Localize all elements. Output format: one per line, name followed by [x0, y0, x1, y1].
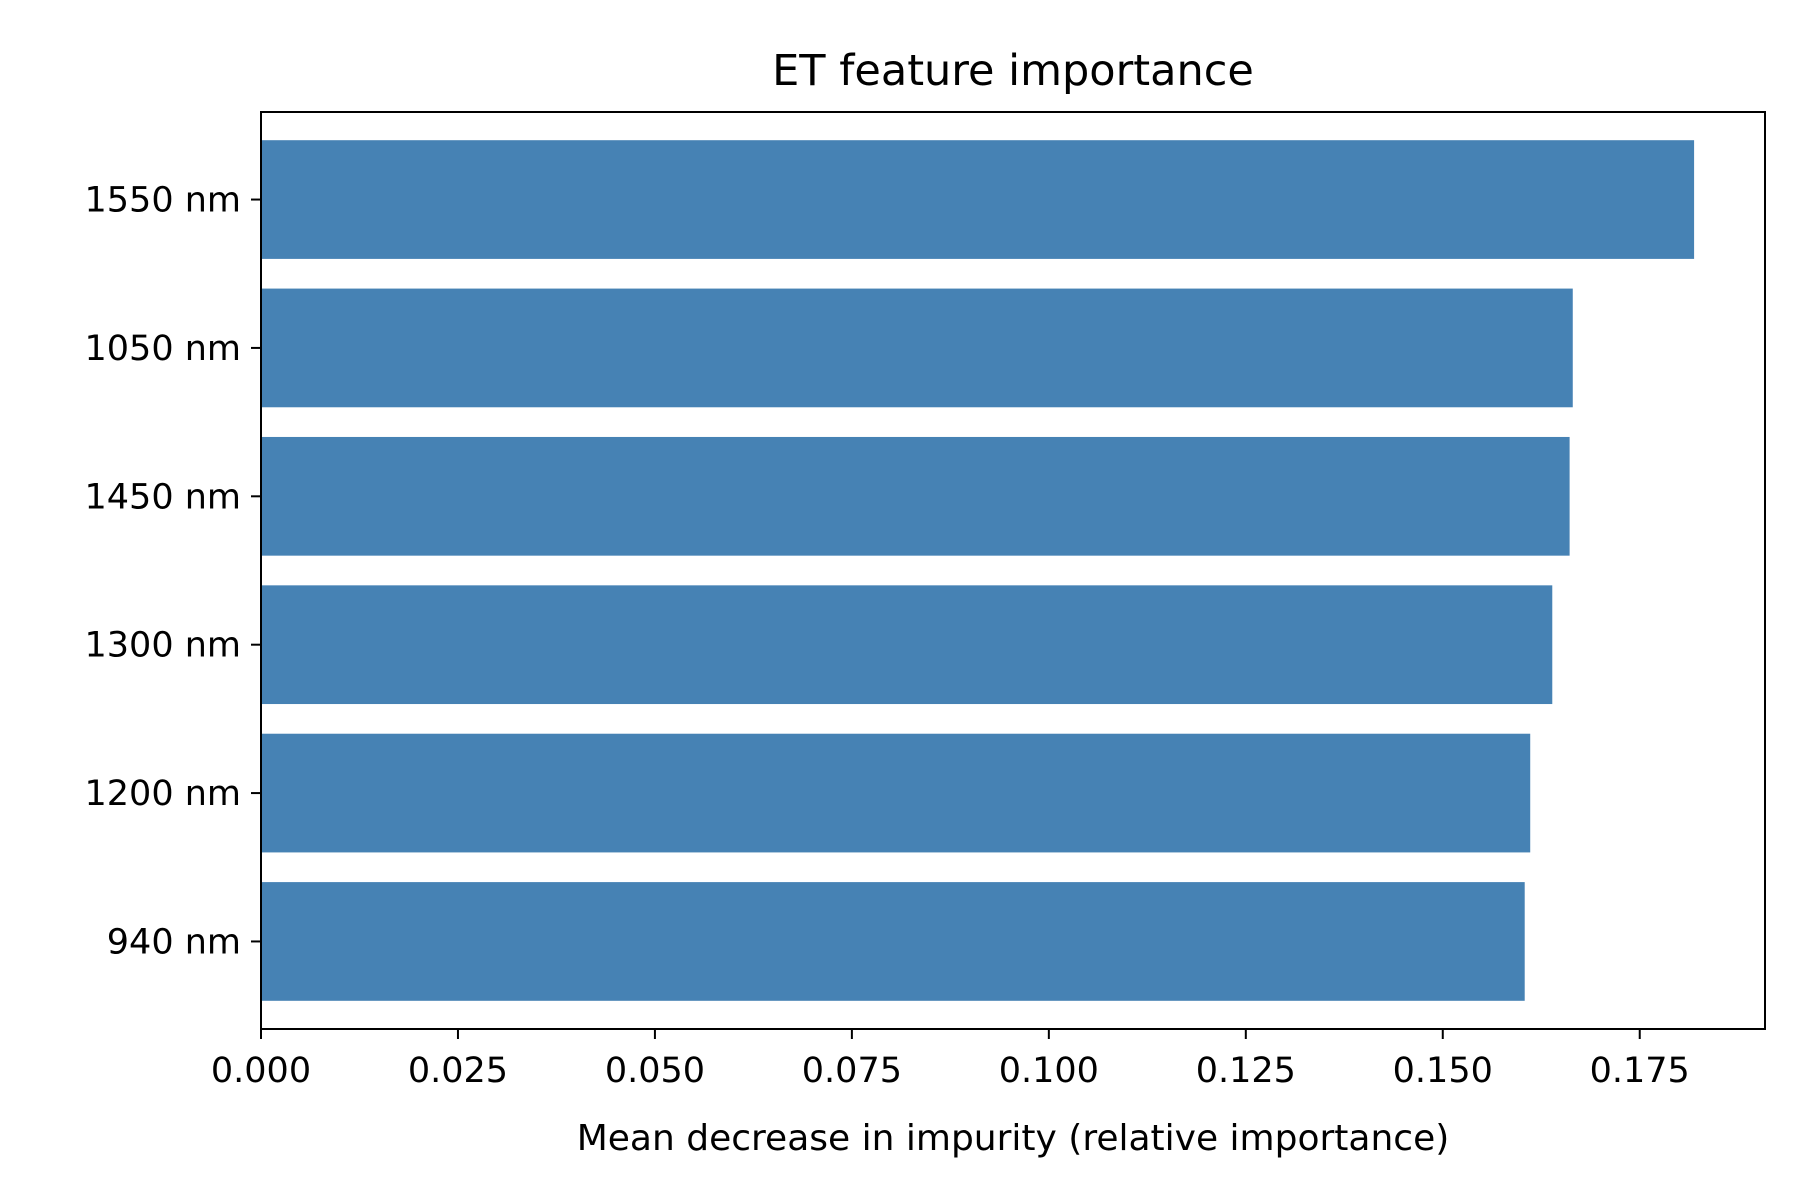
bar-1200-nm — [261, 733, 1531, 853]
plot-frame — [260, 111, 1766, 1030]
x-tick-label-7: 0.175 — [1590, 1051, 1690, 1091]
bar-1050-nm — [261, 288, 1573, 408]
bars-group — [261, 140, 1695, 1001]
x-tick-label-3: 0.075 — [802, 1051, 902, 1091]
y-tick-label-940-nm: 940 nm — [107, 922, 241, 962]
y-axis: 940 nm 1200 nm 1300 nm 1450 nm 1050 nm 1550 n… — [85, 181, 261, 962]
x-tick-label-0: 0.000 — [211, 1051, 311, 1091]
bar-1550-nm — [261, 140, 1695, 259]
x-tick-label-6: 0.150 — [1393, 1051, 1493, 1091]
x-axis: 0.000 0.025 0.050 0.075 0.100 0.125 0.150 0.175 — [211, 1029, 1690, 1091]
y-tick-label-1450-nm: 1450 nm — [85, 477, 241, 517]
y-tick-label-1200-nm: 1200 nm — [85, 774, 241, 814]
y-tick-label-1300-nm: 1300 nm — [85, 626, 241, 666]
y-tick-label-1050-nm: 1050 nm — [85, 329, 241, 369]
bar-940-nm — [261, 882, 1525, 1001]
bar-1300-nm — [261, 585, 1553, 705]
x-axis-title: Mean decrease in impurity (relative impo… — [577, 1118, 1450, 1159]
y-tick-label-1550-nm: 1550 nm — [85, 181, 241, 221]
bar-1450-nm — [261, 436, 1570, 556]
x-tick-label-5: 0.125 — [1196, 1051, 1296, 1091]
x-tick-label-1: 0.025 — [408, 1051, 508, 1091]
x-tick-label-4: 0.100 — [999, 1051, 1099, 1091]
chart-title: ET feature importance — [772, 46, 1254, 96]
x-tick-label-2: 0.050 — [605, 1051, 705, 1091]
